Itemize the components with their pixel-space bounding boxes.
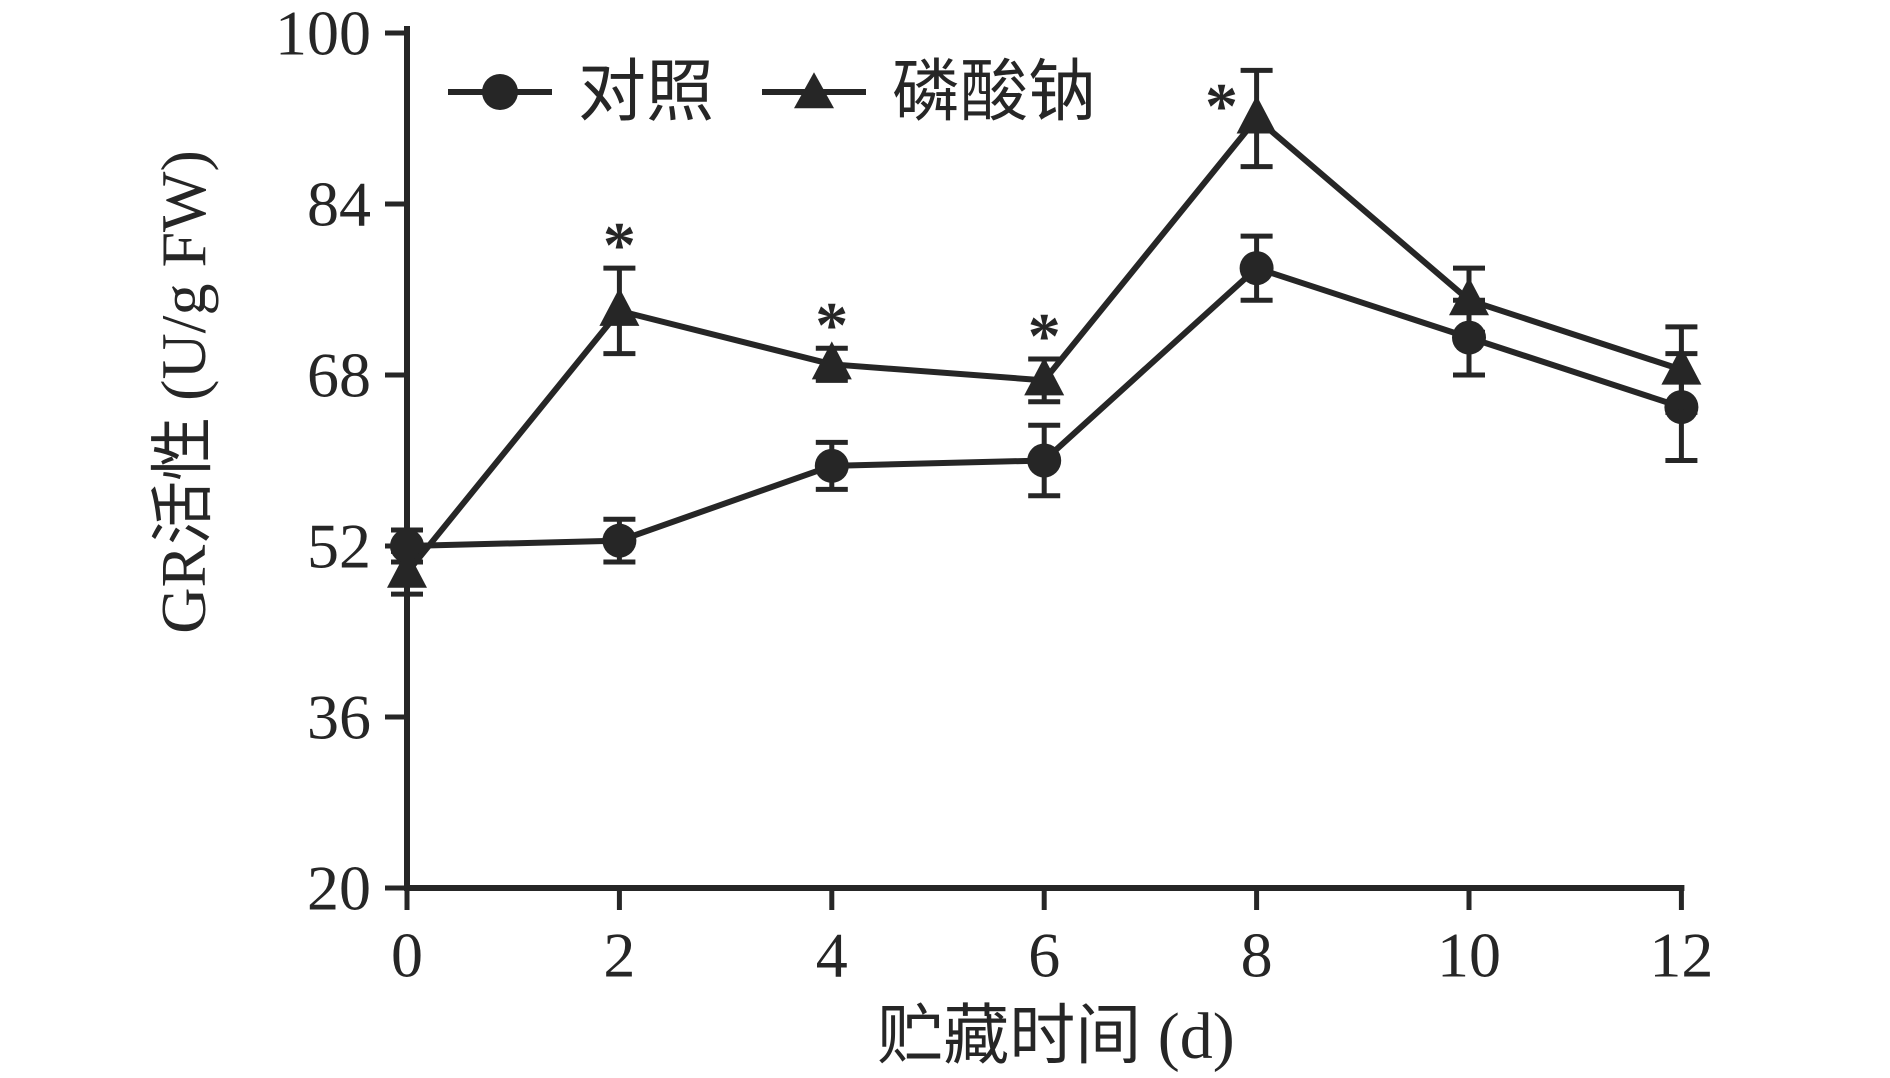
x-tick-label: 12	[1649, 920, 1713, 991]
significance-asterisk: *	[1028, 300, 1061, 373]
data-point-sodium-phosphate	[599, 287, 640, 326]
x-tick-label: 6	[1028, 920, 1060, 991]
data-point-sodium-phosphate	[1236, 95, 1277, 134]
x-tick-label: 8	[1241, 920, 1273, 991]
data-point-control	[1027, 443, 1062, 478]
y-tick-label: 68	[307, 340, 371, 411]
x-tick-label: 10	[1437, 920, 1501, 991]
data-point-control	[390, 529, 424, 563]
series-sodium-phosphate	[387, 67, 1702, 597]
y-tick-label: 52	[307, 511, 371, 582]
y-tick-label: 84	[307, 169, 371, 240]
x-tick-label: 2	[603, 920, 635, 991]
legend: 对照 磷酸钠	[448, 58, 1096, 126]
significance-asterisk: *	[603, 209, 636, 282]
data-point-control	[602, 523, 637, 558]
y-tick-label: 100	[275, 0, 371, 69]
legend-label-sodium-phosphate: 磷酸钠	[892, 54, 1097, 130]
x-tick-label: 4	[816, 920, 848, 991]
series-control	[390, 233, 1699, 565]
circle-icon	[482, 74, 518, 110]
data-point-control	[1239, 251, 1274, 286]
circle-marker-sample	[448, 74, 552, 110]
data-point-sodium-phosphate	[811, 341, 852, 380]
data-point-sodium-phosphate	[1661, 346, 1702, 385]
significance-asterisk: *	[815, 289, 848, 362]
triangle-icon	[794, 72, 835, 109]
data-point-sodium-phosphate	[387, 549, 427, 588]
legend-label-control: 对照	[578, 54, 715, 130]
data-point-control	[814, 448, 849, 483]
x-tick-label: 0	[391, 920, 423, 991]
data-point-control	[1452, 320, 1486, 355]
y-axis-title: GR活性 (U/g FW)	[148, 150, 219, 634]
data-point-sodium-phosphate	[1449, 277, 1489, 316]
legend-item-control: 对照	[448, 58, 714, 126]
y-tick-label: 20	[307, 853, 371, 924]
significance-asterisk: *	[1205, 70, 1238, 143]
x-axis-title: 贮藏时间 (d)	[877, 1000, 1235, 1073]
y-tick-label: 36	[307, 682, 371, 753]
triangle-marker-sample	[762, 72, 867, 109]
legend-item-sodium-phosphate: 磷酸钠	[762, 58, 1096, 126]
data-point-sodium-phosphate	[1024, 357, 1065, 396]
